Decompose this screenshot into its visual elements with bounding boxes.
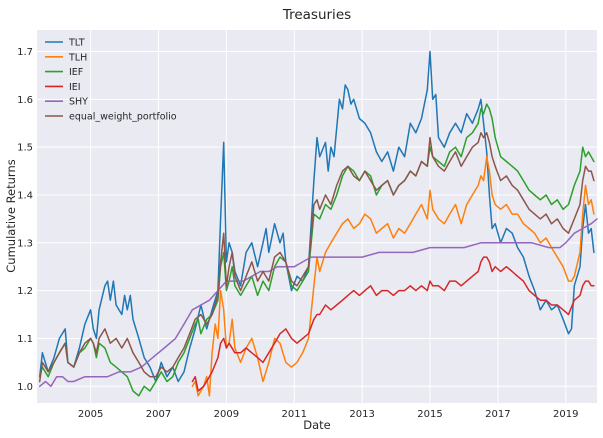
x-axis: 2005 2007 2009 2011 2013 2015 2017 2019 — [78, 409, 579, 420]
x-tick-label: 2013 — [349, 409, 374, 420]
x-tick-label: 2007 — [146, 409, 171, 420]
legend-label: SHY — [69, 97, 88, 108]
series-line-ief — [38, 103, 595, 397]
series-line-equal-weight-portfolio — [38, 132, 595, 383]
legend-label: TLT — [68, 38, 85, 49]
chart-title: Treasuries — [282, 7, 351, 23]
series-lines — [38, 50, 598, 397]
y-axis: 1.0 1.1 1.2 1.3 1.4 1.5 1.6 1.7 — [17, 47, 33, 393]
y-tick-label: 1.1 — [17, 334, 33, 345]
x-tick-label: 2011 — [282, 409, 307, 420]
series-line-iei — [191, 256, 595, 392]
x-tick-label: 2019 — [553, 409, 578, 420]
x-axis-title: Date — [303, 418, 331, 432]
y-tick-label: 1.0 — [17, 382, 33, 393]
y-tick-label: 1.5 — [17, 143, 33, 154]
series-line-tlt — [38, 50, 595, 383]
y-tick-label: 1.6 — [17, 95, 33, 106]
legend-label: IEI — [69, 82, 81, 93]
legend-label: equal_weight_portfolio — [69, 112, 177, 123]
x-tick-label: 2015 — [417, 409, 442, 420]
y-tick-label: 1.4 — [17, 190, 33, 201]
legend: TLT TLH IEF IEI SHY equal_weight_portfolio — [45, 38, 177, 123]
x-tick-label: 2009 — [214, 409, 239, 420]
y-tick-label: 1.3 — [17, 238, 33, 249]
x-tick-label: 2005 — [78, 409, 103, 420]
legend-label: IEF — [69, 67, 83, 78]
series-line-shy — [38, 218, 598, 388]
y-tick-label: 1.7 — [17, 47, 33, 58]
x-tick-label: 2017 — [485, 409, 510, 420]
y-axis-title: Cumulative Returns — [4, 159, 18, 272]
y-tick-label: 1.2 — [17, 286, 33, 297]
legend-label: TLH — [68, 52, 87, 63]
